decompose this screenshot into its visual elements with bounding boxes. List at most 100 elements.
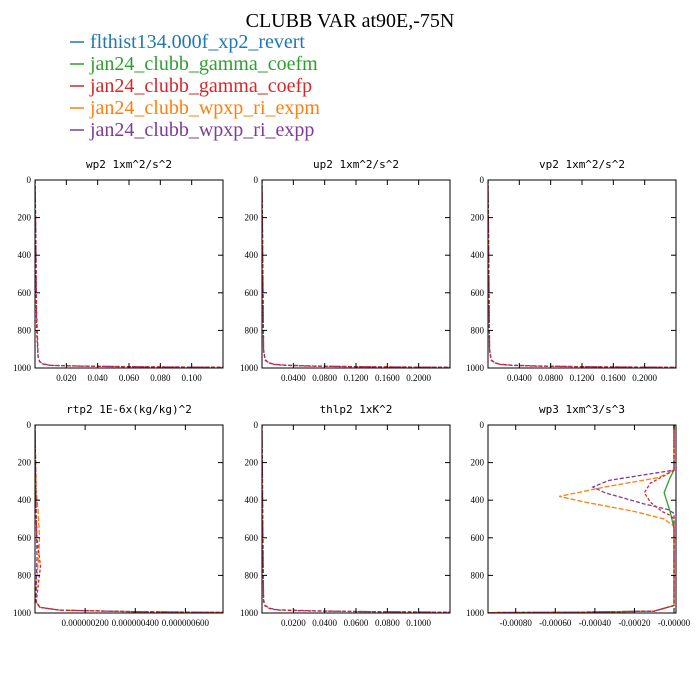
legend-label: jan24_clubb_gamma_coefp	[89, 75, 312, 97]
series-line	[488, 180, 676, 368]
x-tick-label: 0.020	[56, 373, 77, 383]
x-tick-label: 0.1000	[406, 618, 431, 628]
y-tick-label: 200	[18, 458, 32, 468]
y-tick-label: 800	[471, 325, 485, 335]
legend-label: flthist134.000f_xp2_revert	[90, 31, 305, 53]
legend-item: jan24_clubb_gamma_coefp	[70, 75, 312, 97]
y-tick-label: 800	[471, 570, 485, 580]
panel-title: up2 1xm^2/s^2	[313, 158, 399, 171]
panel: rtp2 1E-6x(kg/kg)^2 0 200 400 600 800 1000 0.00…	[13, 403, 224, 628]
panel-title: wp3 1xm^3/s^3	[539, 403, 625, 416]
y-tick-label: 600	[18, 533, 32, 543]
series-line	[262, 425, 450, 613]
x-tick-label: 0.1600	[375, 373, 400, 383]
x-tick-label: 0.1200	[570, 373, 595, 383]
series-group	[262, 425, 450, 613]
y-tick-label: 800	[18, 570, 32, 580]
panel-title: rtp2 1E-6x(kg/kg)^2	[66, 403, 192, 416]
legend: flthist134.000f_xp2_revertjan24_clubb_ga…	[70, 31, 320, 141]
x-tick-label: 0.1200	[344, 373, 369, 383]
plot-frame	[34, 424, 224, 614]
series-line	[262, 425, 450, 613]
x-tick-label: -0.00060	[539, 618, 572, 628]
x-tick-label: -0.00080	[500, 618, 533, 628]
plot-frame	[261, 179, 451, 369]
x-tick-label: 0.0800	[312, 373, 337, 383]
y-tick-label: 200	[471, 213, 485, 223]
legend-label: jan24_clubb_wpxp_ri_expp	[89, 119, 314, 141]
y-tick-label: 0	[254, 420, 259, 430]
x-tick-label: 0.0400	[312, 618, 337, 628]
y-tick-label: 0	[480, 175, 485, 185]
y-tick-label: 0	[480, 420, 485, 430]
legend-item: jan24_clubb_gamma_coefm	[70, 53, 318, 75]
plot-frame	[34, 179, 224, 369]
series-line	[488, 425, 675, 613]
series-line	[35, 425, 223, 613]
y-tick-label: 1000	[240, 608, 259, 618]
y-tick-label: 600	[245, 288, 259, 298]
x-tick-label: 0.000000200	[62, 618, 110, 628]
y-tick-label: 400	[245, 495, 259, 505]
x-tick-label: 0.2000	[632, 373, 657, 383]
y-tick-label: 600	[471, 288, 485, 298]
series-line	[488, 425, 675, 613]
series-group	[488, 180, 676, 368]
y-tick-label: 400	[471, 495, 485, 505]
panel: vp2 1xm^2/s^2 0 200 400 600 800 1000 0.0400 0.08…	[466, 158, 677, 383]
x-tick-label: 0.0800	[375, 618, 400, 628]
series-line	[35, 180, 223, 368]
panel: wp3 1xm^3/s^3 0 200 400 600 800 1000 -0.00080 -0…	[466, 403, 691, 628]
series-line	[262, 180, 450, 368]
y-tick-label: 600	[471, 533, 485, 543]
x-tick-label: 0.100	[182, 373, 203, 383]
y-tick-label: 1000	[13, 608, 32, 618]
x-tick-label: -0.00040	[579, 618, 612, 628]
series-line	[35, 425, 223, 613]
x-tick-label: 0.0400	[507, 373, 532, 383]
y-tick-label: 0	[27, 420, 32, 430]
y-tick-label: 1000	[466, 608, 485, 618]
y-tick-label: 400	[245, 250, 259, 260]
legend-label: jan24_clubb_gamma_coefm	[89, 53, 318, 75]
panels: wp2 1xm^2/s^2 0 200 400 600 800 1000 0.020 0.040…	[13, 158, 691, 628]
legend-item: jan24_clubb_wpxp_ri_expp	[70, 119, 314, 141]
x-tick-label: 0.060	[119, 373, 140, 383]
legend-item: flthist134.000f_xp2_revert	[70, 31, 305, 53]
plot-frame	[487, 179, 677, 369]
series-line	[488, 425, 675, 613]
x-tick-label: 0.1600	[601, 373, 626, 383]
x-tick-label: 0.2000	[406, 373, 431, 383]
y-tick-label: 800	[245, 570, 259, 580]
series-line	[262, 180, 450, 368]
legend-label: jan24_clubb_wpxp_ri_expm	[89, 97, 320, 119]
y-tick-label: 1000	[13, 363, 32, 373]
series-line	[488, 180, 676, 368]
x-tick-label: 0.000000400	[112, 618, 160, 628]
y-tick-label: 200	[245, 213, 259, 223]
x-tick-label: 0.0800	[538, 373, 563, 383]
series-line	[35, 425, 223, 613]
series-group	[35, 180, 223, 368]
panel: wp2 1xm^2/s^2 0 200 400 600 800 1000 0.020 0.040…	[13, 158, 224, 383]
y-tick-label: 0	[27, 175, 32, 185]
panel-title: vp2 1xm^2/s^2	[539, 158, 625, 171]
y-tick-label: 1000	[240, 363, 259, 373]
y-tick-label: 1000	[466, 363, 485, 373]
series-line	[488, 425, 675, 613]
x-tick-label: 0.040	[88, 373, 109, 383]
x-tick-label: -0.00000	[658, 618, 691, 628]
panel-title: thlp2 1xK^2	[320, 403, 393, 416]
plot-frame	[261, 424, 451, 614]
x-tick-label: 0.080	[150, 373, 171, 383]
x-tick-label: 0.000000600	[162, 618, 210, 628]
y-tick-label: 200	[18, 213, 32, 223]
x-tick-label: 0.0200	[281, 618, 306, 628]
series-group	[488, 425, 675, 613]
x-tick-label: 0.0600	[344, 618, 369, 628]
x-tick-label: 0.0400	[281, 373, 306, 383]
y-tick-label: 200	[471, 458, 485, 468]
y-tick-label: 0	[254, 175, 259, 185]
figure-title: CLUBB VAR at90E,-75N	[246, 10, 455, 32]
